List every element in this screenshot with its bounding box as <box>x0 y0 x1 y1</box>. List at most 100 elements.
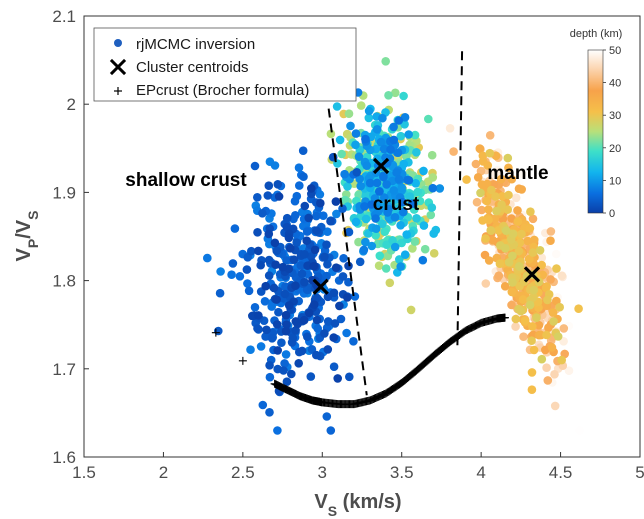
inversion-point <box>481 234 490 243</box>
inversion-point <box>462 175 471 184</box>
inversion-point <box>537 253 547 263</box>
inversion-point <box>337 149 347 159</box>
y-tick-label: 1.7 <box>52 360 76 379</box>
inversion-point <box>381 264 391 273</box>
inversion-point <box>356 181 366 191</box>
inversion-point <box>501 244 510 253</box>
inversion-point <box>310 245 320 255</box>
inversion-point <box>322 240 331 249</box>
inversion-point <box>378 219 387 229</box>
epcrust-point <box>238 356 247 365</box>
cluster-centroids <box>312 157 541 295</box>
inversion-point <box>419 221 429 230</box>
inversion-point <box>534 320 544 330</box>
inversion-point <box>546 275 555 284</box>
inversion-point <box>511 193 521 203</box>
inversion-point <box>410 237 420 246</box>
legend-x-marker-icon <box>109 58 127 76</box>
inversion-point <box>352 168 362 177</box>
inversion-point <box>475 144 485 153</box>
inversion-point <box>230 224 240 233</box>
inversion-point <box>374 261 384 271</box>
inversion-point <box>381 57 391 66</box>
legend-dot-icon <box>114 39 122 47</box>
inversion-point <box>396 262 406 271</box>
inversion-point <box>323 227 332 236</box>
inversion-point <box>277 338 286 348</box>
inversion-point <box>361 134 370 144</box>
inversion-point <box>411 179 421 188</box>
inversion-point <box>323 260 332 269</box>
inversion-point <box>405 192 415 201</box>
inversion-point <box>542 330 551 340</box>
x-axis-label-sub: S <box>328 503 337 519</box>
inversion-point <box>242 265 252 274</box>
inversion-point <box>295 181 304 190</box>
inversion-point <box>247 246 256 256</box>
inversion-point <box>265 408 274 417</box>
inversion-point <box>520 316 530 325</box>
legend-label-epcrust: EPcrust (Brocher formula) <box>136 82 309 99</box>
inversion-point <box>365 178 375 188</box>
inversion-point <box>335 135 345 145</box>
inversion-point <box>508 278 517 287</box>
inversion-point <box>525 224 535 233</box>
inversion-point <box>280 289 290 299</box>
inversion-point <box>264 181 274 190</box>
inversion-point <box>364 106 374 116</box>
inversion-point <box>253 228 262 237</box>
inversion-point <box>487 185 496 195</box>
inversion-point <box>332 209 341 219</box>
inversion-point <box>323 292 333 302</box>
inversion-point <box>393 148 403 157</box>
x-tick-label: 4 <box>476 463 485 482</box>
inversion-point <box>508 229 518 239</box>
epcrust-curve <box>211 313 509 409</box>
inversion-point <box>496 174 506 184</box>
inversion-point <box>298 146 308 155</box>
inversion-point <box>296 261 306 270</box>
inversion-point <box>336 314 346 324</box>
inversion-point <box>359 245 369 255</box>
inversion-point <box>356 101 366 110</box>
inversion-point <box>243 279 252 288</box>
inversion-point <box>312 211 321 221</box>
inversion-point <box>340 169 349 179</box>
inversion-point <box>550 370 559 379</box>
inversion-point <box>267 334 277 343</box>
inversion-point <box>424 114 433 124</box>
inversion-point <box>310 300 319 309</box>
inversion-point <box>382 240 391 249</box>
inversion-point <box>265 361 274 370</box>
inversion-point <box>307 184 316 193</box>
inversion-point <box>507 174 517 184</box>
plot-frame <box>83 15 641 458</box>
inversion-point <box>343 182 352 191</box>
inversion-point <box>427 203 437 212</box>
inversion-point <box>216 267 225 276</box>
colorbar-tick-label: 40 <box>609 78 621 90</box>
inversion-point <box>304 308 314 318</box>
inversion-point <box>269 283 279 293</box>
inversion-point <box>388 236 397 245</box>
inversion-point <box>284 301 294 310</box>
inversion-point <box>492 206 501 216</box>
inversion-point <box>488 235 497 245</box>
inversion-point <box>272 320 282 329</box>
inversion-point <box>472 197 482 207</box>
inversion-point <box>267 302 277 311</box>
y-axis-label-sub2: S <box>25 211 41 220</box>
inversion-point <box>518 169 527 179</box>
inversion-point <box>471 159 481 169</box>
inversion-point <box>338 272 348 281</box>
inversion-point <box>297 269 307 279</box>
inversion-point <box>513 217 523 226</box>
inversion-point <box>400 250 410 259</box>
inversion-point <box>299 315 309 325</box>
colorbar-tick-label: 0 <box>609 208 615 220</box>
inversion-point <box>519 332 528 342</box>
inversion-point <box>392 168 401 177</box>
inversion-point <box>379 172 388 182</box>
region-label-shallow-crust: shallow crust <box>125 170 247 191</box>
inversion-point <box>511 322 520 331</box>
